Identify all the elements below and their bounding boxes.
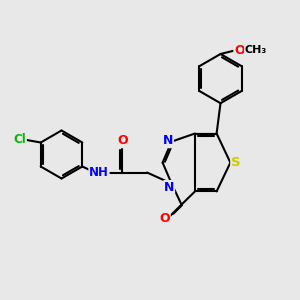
Text: Cl: Cl	[13, 133, 26, 146]
Text: N: N	[163, 134, 173, 148]
Text: N: N	[164, 181, 174, 194]
Text: CH₃: CH₃	[245, 45, 267, 56]
Text: O: O	[234, 44, 245, 57]
Text: S: S	[231, 156, 241, 169]
Text: NH: NH	[89, 166, 109, 179]
Text: O: O	[117, 134, 128, 148]
Text: O: O	[159, 212, 170, 226]
